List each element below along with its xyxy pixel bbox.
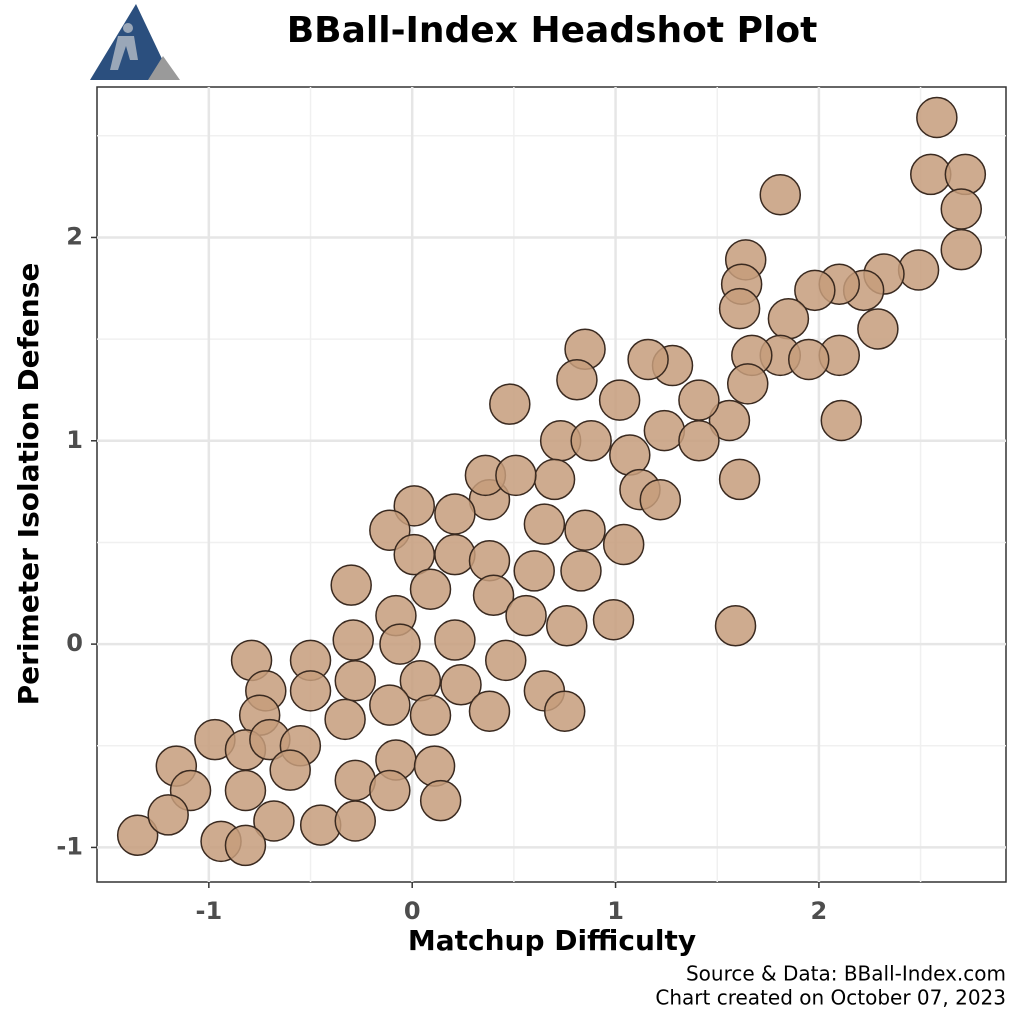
player-point [334, 759, 377, 802]
x-tick-label: 0 [404, 897, 421, 925]
player-point [678, 379, 720, 421]
player-point [523, 503, 566, 545]
player-point [269, 749, 311, 791]
player-point [434, 619, 476, 661]
player-point [419, 779, 462, 822]
player-point [369, 769, 411, 812]
player-point [505, 594, 547, 637]
player-point [409, 568, 452, 610]
player-point [726, 363, 769, 405]
source-note: Source & Data: BBall-Index.com [686, 962, 1006, 986]
player-point [592, 598, 635, 641]
player-point [147, 794, 189, 836]
player-point [334, 659, 377, 702]
player-point [602, 523, 645, 566]
player-point [627, 338, 669, 381]
player-point [759, 174, 802, 216]
player-point [289, 670, 332, 712]
player-point [897, 249, 940, 291]
player-point [940, 228, 983, 271]
player-point [857, 308, 899, 350]
date-note: Chart created on October 07, 2023 [655, 986, 1006, 1010]
player-point [533, 458, 576, 501]
player-point [324, 698, 366, 741]
player-point [330, 564, 372, 606]
y-tick-label: 0 [66, 629, 83, 657]
player-point [434, 493, 476, 535]
x-tick-label: 2 [811, 897, 828, 925]
player-point [379, 623, 421, 665]
player-point [489, 383, 531, 425]
player-point [916, 96, 958, 139]
player-point [484, 639, 527, 682]
x-axis-label: Matchup Difficulty [408, 924, 696, 957]
player-point [639, 478, 682, 521]
player-point [413, 745, 456, 787]
player-point [718, 287, 761, 330]
player-point [253, 800, 295, 842]
chart-title: BBall-Index Headshot Plot [287, 10, 818, 51]
player-point [546, 605, 588, 647]
player-point [820, 399, 863, 442]
player-point [714, 605, 757, 647]
y-axis-label: Perimeter Isolation Defense [12, 263, 45, 706]
player-point [570, 420, 612, 462]
player-point [369, 684, 411, 726]
player-point [787, 338, 830, 381]
player-point [678, 420, 720, 462]
player-point [940, 188, 983, 230]
y-tick-label: 2 [66, 222, 83, 250]
player-point [564, 509, 606, 551]
player-point [560, 550, 602, 592]
logo [90, 4, 180, 80]
y-tick-label: -1 [56, 832, 83, 860]
player-point [299, 804, 342, 846]
player-point [468, 690, 511, 732]
player-point [434, 533, 476, 576]
player-point [332, 619, 374, 661]
player-point [468, 539, 511, 582]
player-point [543, 690, 586, 732]
player-point [440, 664, 482, 706]
x-tick-label: 1 [607, 897, 624, 925]
player-point [598, 379, 641, 421]
player-point [472, 574, 515, 617]
player-point [513, 550, 555, 592]
player-point [767, 298, 810, 340]
player-point [556, 359, 598, 401]
player-point [224, 824, 267, 867]
player-point [643, 409, 686, 452]
x-tick-label: -1 [196, 897, 223, 925]
player-point [116, 814, 159, 856]
player-point [944, 153, 987, 196]
y-tick-label: 1 [66, 426, 83, 454]
player-point [224, 769, 267, 812]
player-point [609, 434, 651, 476]
player-point [409, 694, 452, 737]
player-point [708, 399, 751, 442]
player-point [495, 454, 537, 497]
player-point [794, 269, 836, 312]
player-point [334, 800, 377, 842]
player-point [718, 458, 761, 501]
